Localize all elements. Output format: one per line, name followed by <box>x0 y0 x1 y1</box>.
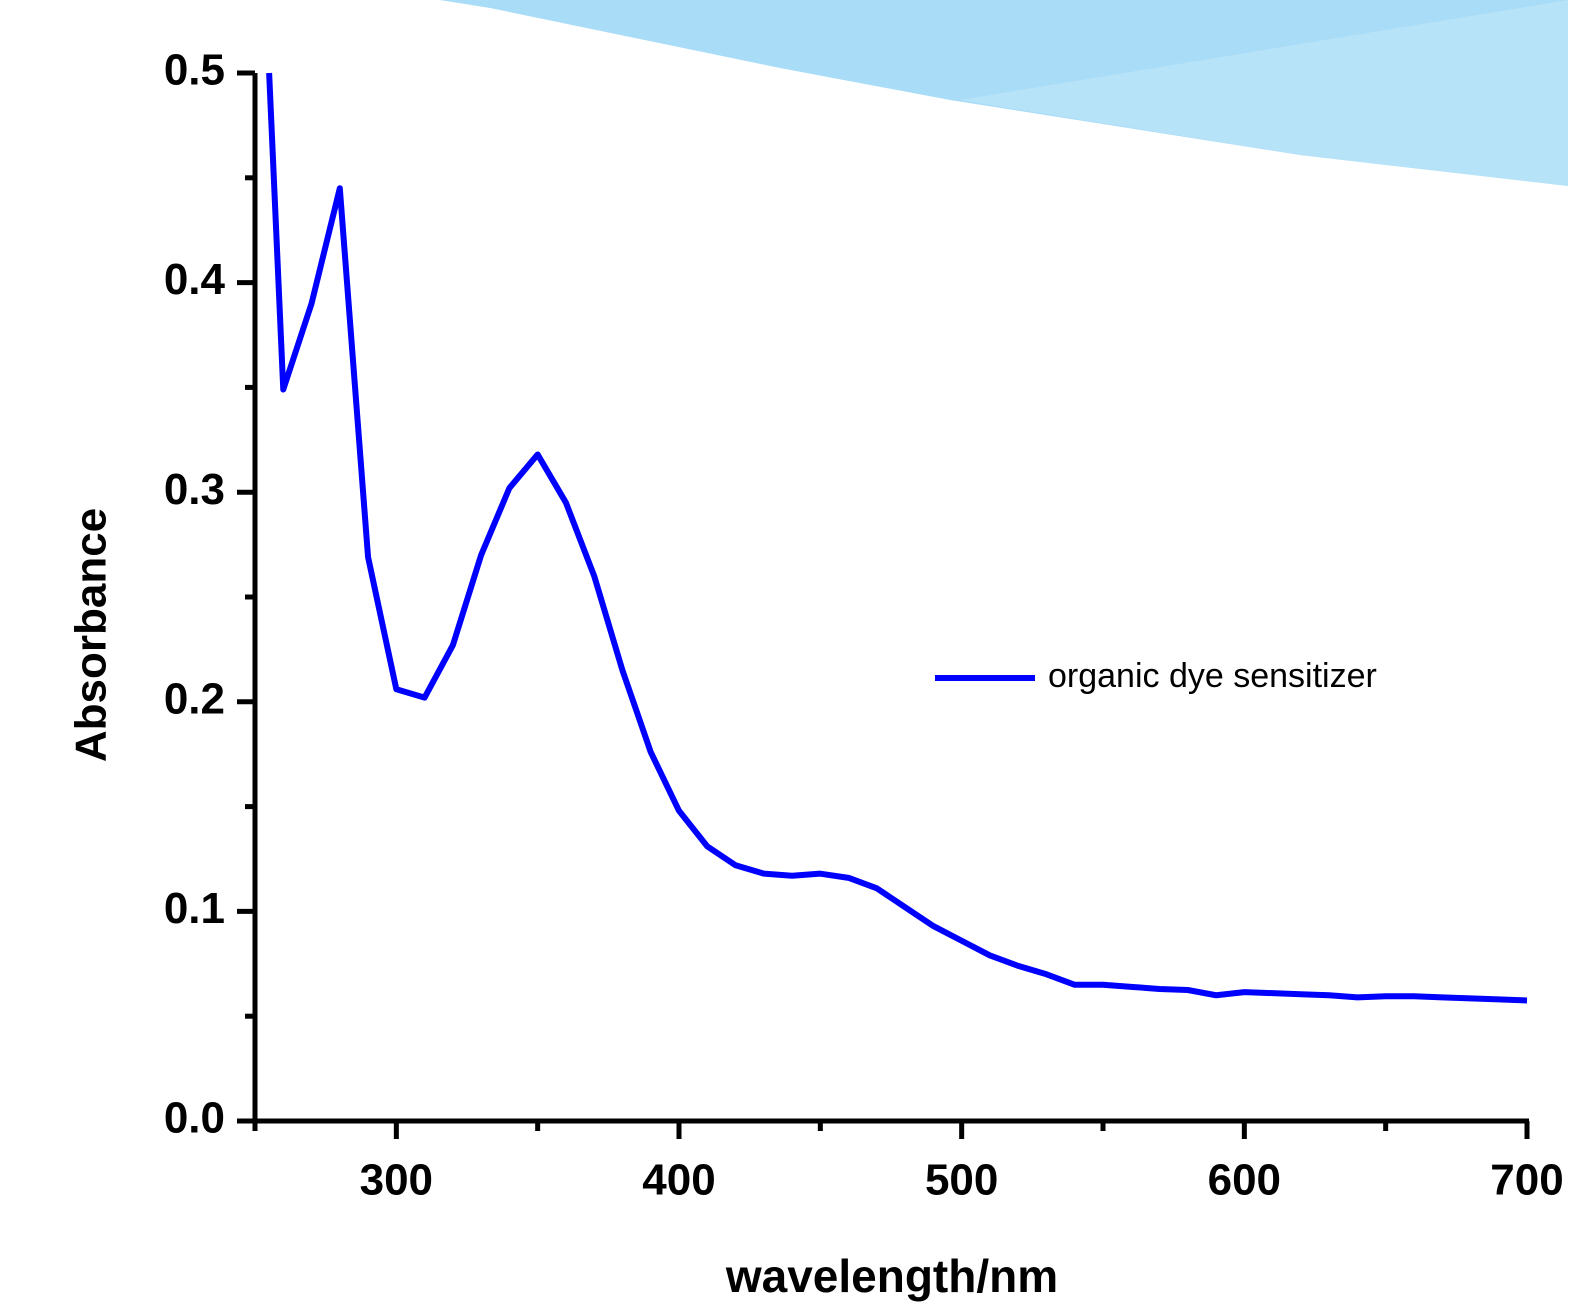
x-tick-label: 400 <box>642 1156 715 1205</box>
y-tick-label: 0.3 <box>164 465 225 514</box>
background-decoration <box>960 0 1568 186</box>
y-tick-label: 0.4 <box>164 255 226 304</box>
x-tick-label: 300 <box>360 1156 433 1205</box>
y-axis-label: Absorbance <box>67 508 116 762</box>
x-tick-label: 500 <box>925 1156 998 1205</box>
legend-label: organic dye sensitizer <box>1048 657 1377 695</box>
x-tick-label: 700 <box>1490 1156 1563 1205</box>
y-tick-label: 0.5 <box>164 46 225 95</box>
y-tick-label: 0.2 <box>164 674 225 723</box>
y-tick-label: 0.0 <box>164 1094 225 1143</box>
x-tick-label: 600 <box>1208 1156 1281 1205</box>
x-axis-label: wavelength/nm <box>725 1250 1058 1302</box>
y-tick-label: 0.1 <box>164 884 225 933</box>
data-line <box>266 72 1528 1004</box>
